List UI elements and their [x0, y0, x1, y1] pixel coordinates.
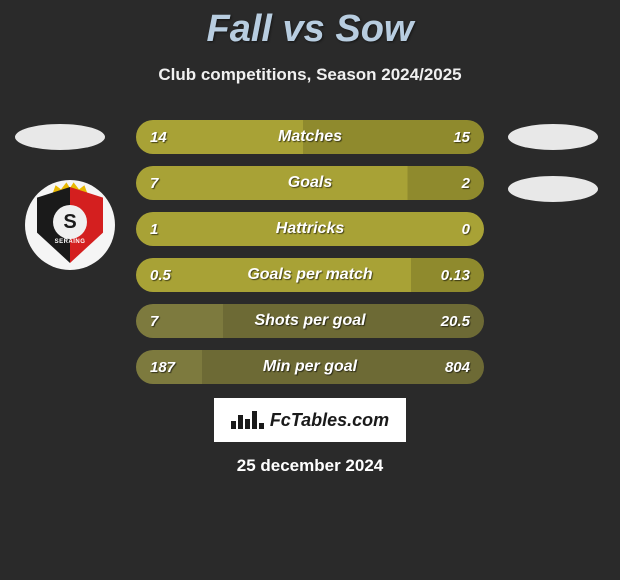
branding-text: FcTables.com: [270, 410, 389, 431]
stat-value-left: 0.5: [150, 267, 190, 284]
stats-container: 14 Matches 15 7 Goals 2 1 Hattricks 0 0.5 Goals pe…: [136, 120, 484, 396]
shield-circle: S: [53, 205, 87, 239]
club-shield: S SERAING: [37, 187, 103, 263]
bar-icon-bar: [231, 421, 236, 429]
stat-value-left: 1: [150, 221, 190, 238]
bar-icon-bar: [259, 423, 264, 429]
stat-label: Matches: [278, 128, 342, 146]
shield-text: SERAING: [55, 239, 86, 245]
stat-row: 7 Goals 2: [136, 166, 484, 200]
stat-label: Hattricks: [276, 220, 344, 238]
stat-value-right: 0.13: [430, 267, 470, 284]
stat-label: Goals per match: [247, 266, 372, 284]
stat-label: Goals: [288, 174, 332, 192]
page-title: Fall vs Sow: [0, 0, 620, 51]
bar-icon-bar: [252, 411, 257, 429]
stat-label: Shots per goal: [254, 312, 365, 330]
stat-value-right: 804: [430, 359, 470, 376]
branding-badge: FcTables.com: [214, 398, 406, 442]
stat-value-right: 0: [430, 221, 470, 238]
club-logo: S SERAING: [25, 180, 115, 270]
player-right-badge-2: [508, 176, 598, 202]
stat-row: 187 Min per goal 804: [136, 350, 484, 384]
stat-row: 1 Hattricks 0: [136, 212, 484, 246]
stat-value-right: 20.5: [430, 313, 470, 330]
stat-value-right: 15: [430, 129, 470, 146]
stat-value-left: 187: [150, 359, 190, 376]
stat-value-left: 14: [150, 129, 190, 146]
bar-icon-bar: [238, 415, 243, 429]
stat-row: 0.5 Goals per match 0.13: [136, 258, 484, 292]
stat-row: 7 Shots per goal 20.5: [136, 304, 484, 338]
stat-label: Min per goal: [263, 358, 357, 376]
date-label: 25 december 2024: [237, 456, 384, 476]
bar-icon-bar: [245, 419, 250, 429]
stat-row: 14 Matches 15: [136, 120, 484, 154]
stat-value-left: 7: [150, 175, 190, 192]
player-left-badge: [15, 124, 105, 150]
stat-value-left: 7: [150, 313, 190, 330]
player-right-badge: [508, 124, 598, 150]
stat-value-right: 2: [430, 175, 470, 192]
bar-chart-icon: [231, 411, 264, 429]
page-subtitle: Club competitions, Season 2024/2025: [0, 65, 620, 85]
